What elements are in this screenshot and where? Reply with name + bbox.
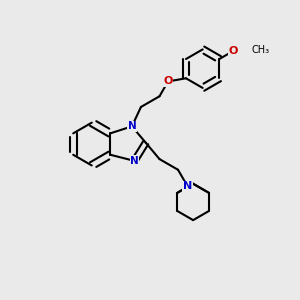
Text: N: N: [183, 182, 192, 191]
Text: N: N: [130, 156, 139, 166]
Text: N: N: [128, 122, 136, 131]
Text: O: O: [229, 46, 238, 56]
Text: CH₃: CH₃: [252, 44, 270, 55]
Text: O: O: [164, 76, 173, 86]
